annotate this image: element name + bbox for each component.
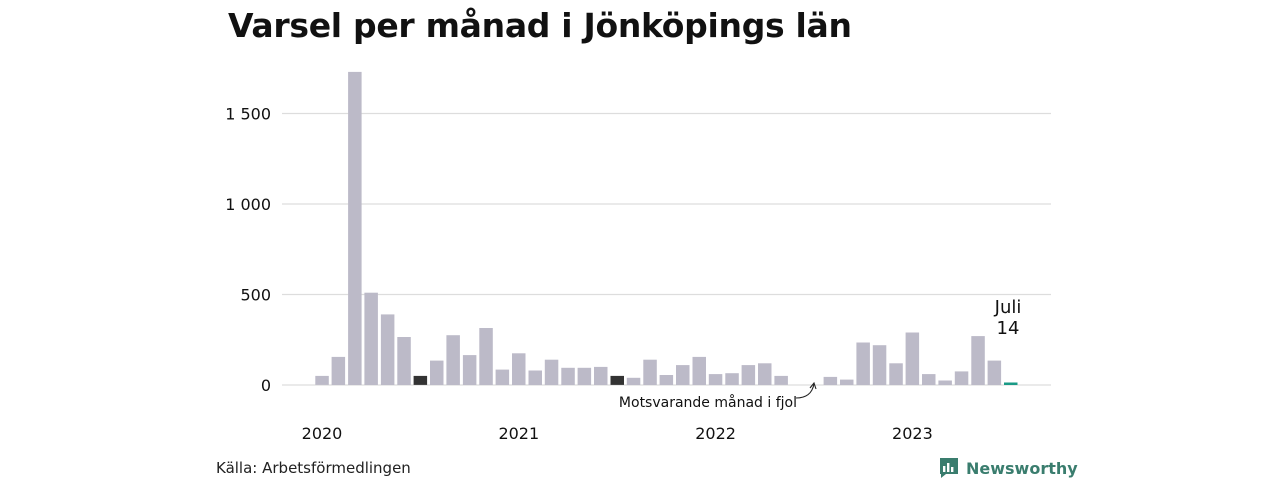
bar-2023-05 xyxy=(971,336,985,385)
bar-2022-12 xyxy=(889,363,903,385)
bar-2021-08 xyxy=(626,377,641,385)
bar-2020-11 xyxy=(479,328,493,385)
bar-2023-06 xyxy=(987,360,1002,385)
bar-2023-03 xyxy=(938,380,952,385)
bar-2020-06 xyxy=(397,337,411,385)
annotation-current-month: Juli xyxy=(994,297,1022,318)
bar-2021-12 xyxy=(692,356,706,385)
bar-2021-03 xyxy=(544,359,559,385)
bar-2020-07 xyxy=(413,375,428,385)
bar-2020-08 xyxy=(430,360,444,385)
newsworthy-logo-icon xyxy=(940,458,958,478)
annotation-previous-year: Motsvarande månad i fjol xyxy=(619,394,797,411)
bar-2022-11 xyxy=(872,345,887,385)
bar-2020-03 xyxy=(348,71,362,386)
bar-2022-01 xyxy=(708,374,723,385)
bar-2020-01 xyxy=(315,375,329,385)
chart-title: Varsel per månad i Jönköpings län xyxy=(228,6,852,45)
bar-2021-06 xyxy=(594,366,608,385)
y-tick-label: 500 xyxy=(240,286,271,305)
y-tick-label: 0 xyxy=(261,376,271,395)
x-year-label: 2022 xyxy=(695,424,736,443)
bar-2020-05 xyxy=(380,314,395,385)
bar-2020-09 xyxy=(446,335,460,385)
annotation-arrow xyxy=(795,383,815,399)
bar-2021-09 xyxy=(643,359,657,385)
bar-2021-04 xyxy=(561,367,575,385)
bars xyxy=(315,71,1018,386)
bar-2020-04 xyxy=(364,292,378,385)
bar-2021-07 xyxy=(610,375,624,385)
bar-2022-05 xyxy=(774,375,788,385)
bar-2023-07 xyxy=(1004,382,1018,385)
annotations: Motsvarande månad i fjol Juli 14 xyxy=(619,297,1021,411)
bar-2023-01 xyxy=(905,332,920,385)
bar-2023-02 xyxy=(922,374,936,385)
y-tick-label: 1 500 xyxy=(225,105,271,124)
bar-2020-02 xyxy=(331,356,346,385)
x-year-label: 2020 xyxy=(302,424,343,443)
bar-2021-11 xyxy=(676,365,690,385)
bar-2023-04 xyxy=(954,371,969,385)
brand-logo[interactable]: Newsworthy xyxy=(938,456,1078,480)
bar-2020-12 xyxy=(495,369,510,385)
y-axis-ticks: 0 500 1 000 1 500 xyxy=(225,105,271,396)
y-tick-label: 1 000 xyxy=(225,195,271,214)
x-year-label: 2023 xyxy=(892,424,933,443)
bar-2021-05 xyxy=(577,367,592,385)
bar-2022-08 xyxy=(823,376,838,385)
bar-2021-10 xyxy=(659,375,674,385)
annotation-arrowhead xyxy=(809,381,817,390)
x-year-label: 2021 xyxy=(498,424,539,443)
bar-2022-02 xyxy=(725,373,739,385)
brand-name: Newsworthy xyxy=(966,458,1078,478)
bar-2022-03 xyxy=(741,365,756,385)
bar-2022-04 xyxy=(758,363,772,385)
bar-2022-09 xyxy=(840,379,854,385)
source-note: Källa: Arbetsförmedlingen xyxy=(216,459,411,477)
bar-2020-10 xyxy=(462,355,477,385)
x-axis-year-labels: 2020 2021 2022 2023 xyxy=(302,424,933,443)
annotation-current-value: 14 xyxy=(997,318,1020,339)
bar-2022-10 xyxy=(856,342,870,385)
bar-2021-01 xyxy=(512,353,526,385)
bar-2021-02 xyxy=(528,370,542,385)
